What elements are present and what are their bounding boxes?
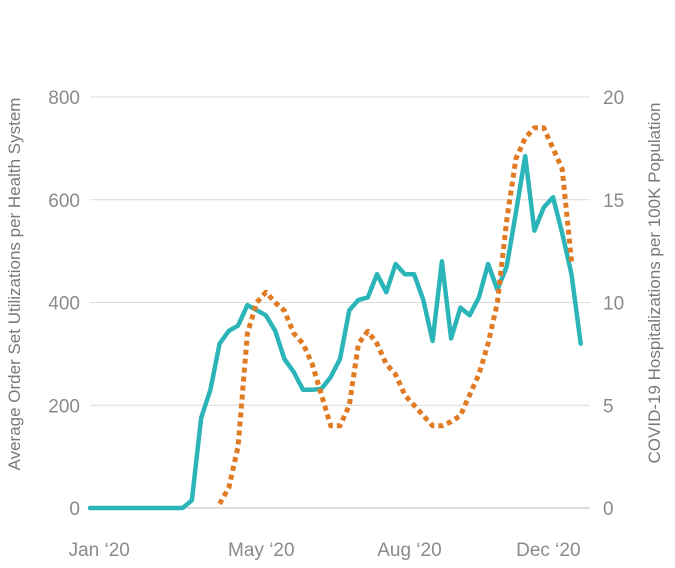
x-axis-ticks: Jan ‘20 May ‘20 Aug ‘20 Dec ‘20 (69, 540, 581, 561)
left-axis-title: Average Order Set Utilizations per Healt… (5, 98, 24, 471)
left-tick-label: 800 (48, 88, 80, 109)
left-tick-label: 600 (48, 191, 80, 212)
grid-lines (90, 96, 590, 509)
x-tick-label: May ‘20 (228, 540, 295, 561)
right-tick-label: 0 (603, 499, 614, 520)
right-tick-label: 10 (603, 294, 624, 315)
series-lines (87, 125, 583, 511)
left-tick-label: 400 (48, 294, 80, 315)
right-axis-title: COVID-19 Hospitalizations per 100K Popul… (645, 103, 664, 464)
utilization-line (87, 153, 583, 511)
right-tick-label: 15 (603, 191, 624, 212)
hospitalizations-line (217, 125, 574, 506)
x-tick-label: Aug ‘20 (377, 540, 441, 561)
x-tick-label: Jan ‘20 (69, 540, 130, 561)
right-tick-label: 5 (603, 396, 614, 417)
x-tick-label: Dec ‘20 (516, 540, 580, 561)
left-axis-ticks: 0 200 400 600 800 (48, 88, 80, 520)
right-tick-label: 20 (603, 88, 624, 109)
left-tick-label: 200 (48, 396, 80, 417)
right-axis-ticks: 0 5 10 15 20 (603, 88, 624, 520)
left-tick-label: 0 (69, 499, 80, 520)
